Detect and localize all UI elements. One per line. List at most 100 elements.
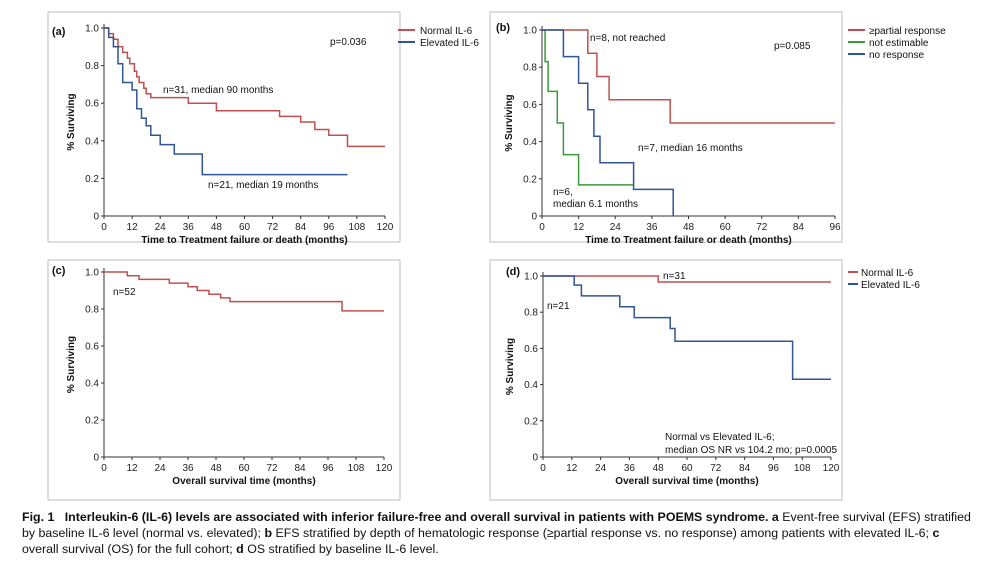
survival-curve-elevated-il-6 xyxy=(104,27,348,176)
x-tick-label: 24 xyxy=(155,222,167,233)
x-tick-label: 108 xyxy=(349,222,366,233)
panel-a: (a) p=0.036 Normal IL-6 Elevated IL-6 n=… xyxy=(47,11,479,247)
caption-fig-label: Fig. 1 xyxy=(22,510,55,524)
y-tick-label: 0.8 xyxy=(524,308,538,319)
caption-title: Interleukin-6 (IL-6) levels are associat… xyxy=(64,510,769,524)
caption-c-text: overall survival (OS) for the full cohor… xyxy=(22,542,233,556)
panel-b: (b) p=0.085 ≥partial response not estima… xyxy=(489,11,946,246)
panel-d-frame xyxy=(489,259,843,501)
y-tick-label: 1.0 xyxy=(85,24,99,35)
x-tick-label: 96 xyxy=(322,463,334,474)
x-tick-label: 120 xyxy=(377,222,394,233)
x-tick-label: 36 xyxy=(646,222,658,233)
panel-b-label: (b) xyxy=(496,22,510,34)
y-tick-label: 0.6 xyxy=(524,344,538,355)
x-tick-label: 120 xyxy=(376,463,393,474)
y-axis-title: % Surviving xyxy=(505,338,516,395)
annotation-median-os: median OS NR vs 104.2 mo; p=0.0005 xyxy=(665,445,837,456)
x-tick-label: 36 xyxy=(182,463,194,474)
x-axis-title: Time to Treatment failure or death (mont… xyxy=(141,235,348,246)
survival-curve-normal-il-6 xyxy=(543,275,831,283)
x-tick-label: 72 xyxy=(266,463,278,474)
x-tick-label: 84 xyxy=(793,222,805,233)
y-tick-label: 0.4 xyxy=(85,379,99,390)
y-tick-label: 0.6 xyxy=(523,100,537,111)
y-tick-label: 0.2 xyxy=(524,416,538,427)
y-tick-label: 0.8 xyxy=(85,61,99,72)
caption-d-text: OS stratified by baseline IL-6 level. xyxy=(247,542,439,556)
x-tick-label: 120 xyxy=(823,463,840,474)
caption-a-text: Event-free survival (EFS) stratified by … xyxy=(22,510,971,540)
survival-curve-elevated-il-6 xyxy=(543,275,831,380)
y-axis-title: % Surviving xyxy=(66,93,77,150)
y-axis-title: % Surviving xyxy=(504,94,515,151)
y-tick-label: 0 xyxy=(93,453,99,464)
x-tick-label: 96 xyxy=(829,222,841,233)
x-tick-label: 48 xyxy=(653,463,665,474)
x-tick-label: 72 xyxy=(710,463,722,474)
survival-curve-no-response xyxy=(542,29,674,216)
x-tick-label: 60 xyxy=(681,463,693,474)
y-tick-label: 1.0 xyxy=(524,272,538,283)
y-tick-label: 0 xyxy=(93,212,99,223)
panel-d-label: (d) xyxy=(506,266,520,278)
x-tick-label: 84 xyxy=(739,463,751,474)
x-tick-label: 0 xyxy=(101,463,107,474)
caption-b-text: EFS stratified by depth of hematologic r… xyxy=(275,526,930,540)
y-tick-label: 0.2 xyxy=(523,174,537,185)
panel-a-label: (a) xyxy=(52,26,66,38)
panel-c-frame xyxy=(47,259,401,501)
y-tick-label: 0.4 xyxy=(524,380,538,391)
legend-label-normal-d: Normal IL-6 xyxy=(861,268,914,279)
panel-d: (d) Normal IL-6 Elevated IL-6 n=31 n=21 … xyxy=(489,259,920,501)
x-tick-label: 36 xyxy=(624,463,636,474)
x-tick-label: 84 xyxy=(295,222,307,233)
x-tick-label: 24 xyxy=(610,222,622,233)
panel-d-plot: 0 12 24 36 48 60 72 84 96 108 120 0 0.2 0.4 0.6 0.8 1.0 O… xyxy=(505,272,840,488)
x-tick-label: 48 xyxy=(210,463,222,474)
x-tick-label: 12 xyxy=(566,463,578,474)
x-axis-title: Overall survival time (months) xyxy=(172,476,315,487)
annotation-elevated-median: n=21, median 19 months xyxy=(208,180,318,191)
y-tick-label: 0 xyxy=(532,453,538,464)
y-tick-label: 0.2 xyxy=(85,416,99,427)
caption-b-label: b xyxy=(264,526,273,540)
y-tick-label: 0.2 xyxy=(85,174,99,185)
y-tick-label: 0.6 xyxy=(85,99,99,110)
panel-a-plot: 0 12 24 36 48 60 72 84 96 108 120 0 0.2 0.4 0.6 0.8 1.0 T… xyxy=(66,24,394,247)
legend-label-partial: ≥partial response xyxy=(869,26,946,37)
x-tick-label: 24 xyxy=(154,463,166,474)
x-tick-label: 0 xyxy=(540,463,546,474)
panel-c: (c) n=52 0 12 24 36 48 60 72 84 96 108 12000.20.40… xyxy=(47,259,401,501)
x-tick-label: 36 xyxy=(183,222,195,233)
caption-d-label: d xyxy=(236,542,244,556)
figure: (a) p=0.036 Normal IL-6 Elevated IL-6 n=… xyxy=(47,11,946,501)
y-tick-label: 0.4 xyxy=(85,136,99,147)
y-tick-label: 0.4 xyxy=(523,137,537,148)
legend-label-elevated: Elevated IL-6 xyxy=(420,38,479,49)
x-tick-label: 0 xyxy=(539,222,545,233)
annotation-partial: n=8, not reached xyxy=(590,33,665,44)
x-tick-label: 0 xyxy=(101,222,107,233)
annotation-all-n: n=52 xyxy=(113,287,136,298)
survival-curve-not-estimable xyxy=(542,29,634,186)
panel-b-frame xyxy=(489,11,843,243)
x-tick-label: 108 xyxy=(348,463,365,474)
y-axis-title: % Surviving xyxy=(66,336,77,393)
x-tick-label: 12 xyxy=(126,463,138,474)
annotation-normal-n: n=31 xyxy=(663,271,686,282)
annotation-not-estimable-n: n=6, xyxy=(553,187,573,198)
y-tick-label: 0.6 xyxy=(85,342,99,353)
x-tick-label: 108 xyxy=(794,463,811,474)
survival-curve-normal-il-6 xyxy=(104,27,385,148)
caption-a-label: a xyxy=(771,510,779,524)
x-tick-label: 24 xyxy=(595,463,607,474)
x-tick-label: 96 xyxy=(323,222,335,233)
survival-curve-partial-response xyxy=(542,29,835,124)
x-tick-label: 72 xyxy=(267,222,279,233)
legend-label-not-estimable: not estimable xyxy=(869,38,929,49)
annotation-normal-median: n=31, median 90 months xyxy=(163,85,273,96)
x-axis-title: Time to Treatment failure or death (mont… xyxy=(585,235,792,246)
x-tick-label: 72 xyxy=(756,222,768,233)
panel-c-plot: 0 12 24 36 48 60 72 84 96 108 120 0 0.2 0.4 0.6 0.8 1.0 O… xyxy=(66,268,393,488)
